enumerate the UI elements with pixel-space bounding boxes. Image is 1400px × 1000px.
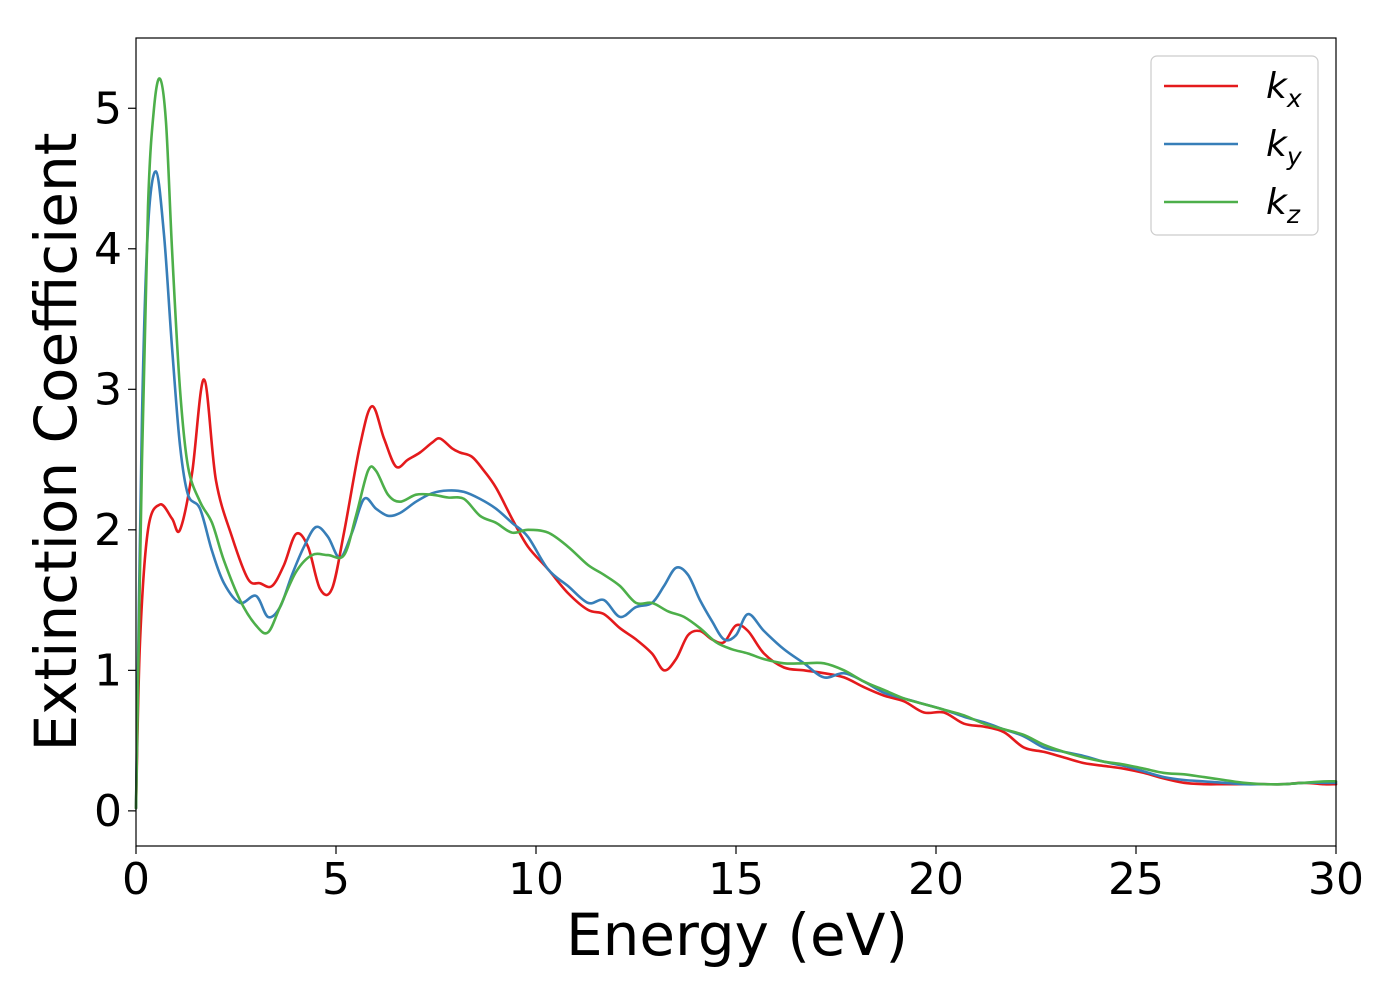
y-axis-title: Extinction Coefficient <box>22 133 90 752</box>
y-tick-label: 4 <box>94 224 122 275</box>
y-tick-label: 1 <box>94 645 122 696</box>
legend-box <box>1150 55 1319 236</box>
x-axis-title: Energy (eV) <box>566 901 908 969</box>
plot-lines <box>134 77 1338 810</box>
x-tick-label: 20 <box>908 854 964 905</box>
x-tick-label: 0 <box>122 854 150 905</box>
y-tick-label: 3 <box>94 364 122 415</box>
y-tick-label: 0 <box>94 786 122 837</box>
x-tick-label: 5 <box>322 854 350 905</box>
series-line-z <box>134 77 1338 810</box>
x-tick-label: 10 <box>508 854 564 905</box>
y-axis: 0 1 2 3 4 5 <box>94 83 136 837</box>
x-tick-label: 25 <box>1108 854 1164 905</box>
y-tick-label: 2 <box>94 505 122 556</box>
series-line-x <box>134 378 1338 810</box>
x-tick-label: 30 <box>1308 854 1364 905</box>
x-axis: 0 5 10 15 20 25 30 <box>122 846 1364 905</box>
x-tick-label: 15 <box>708 854 764 905</box>
y-tick-label: 5 <box>94 83 122 134</box>
series-line-y <box>134 170 1338 810</box>
